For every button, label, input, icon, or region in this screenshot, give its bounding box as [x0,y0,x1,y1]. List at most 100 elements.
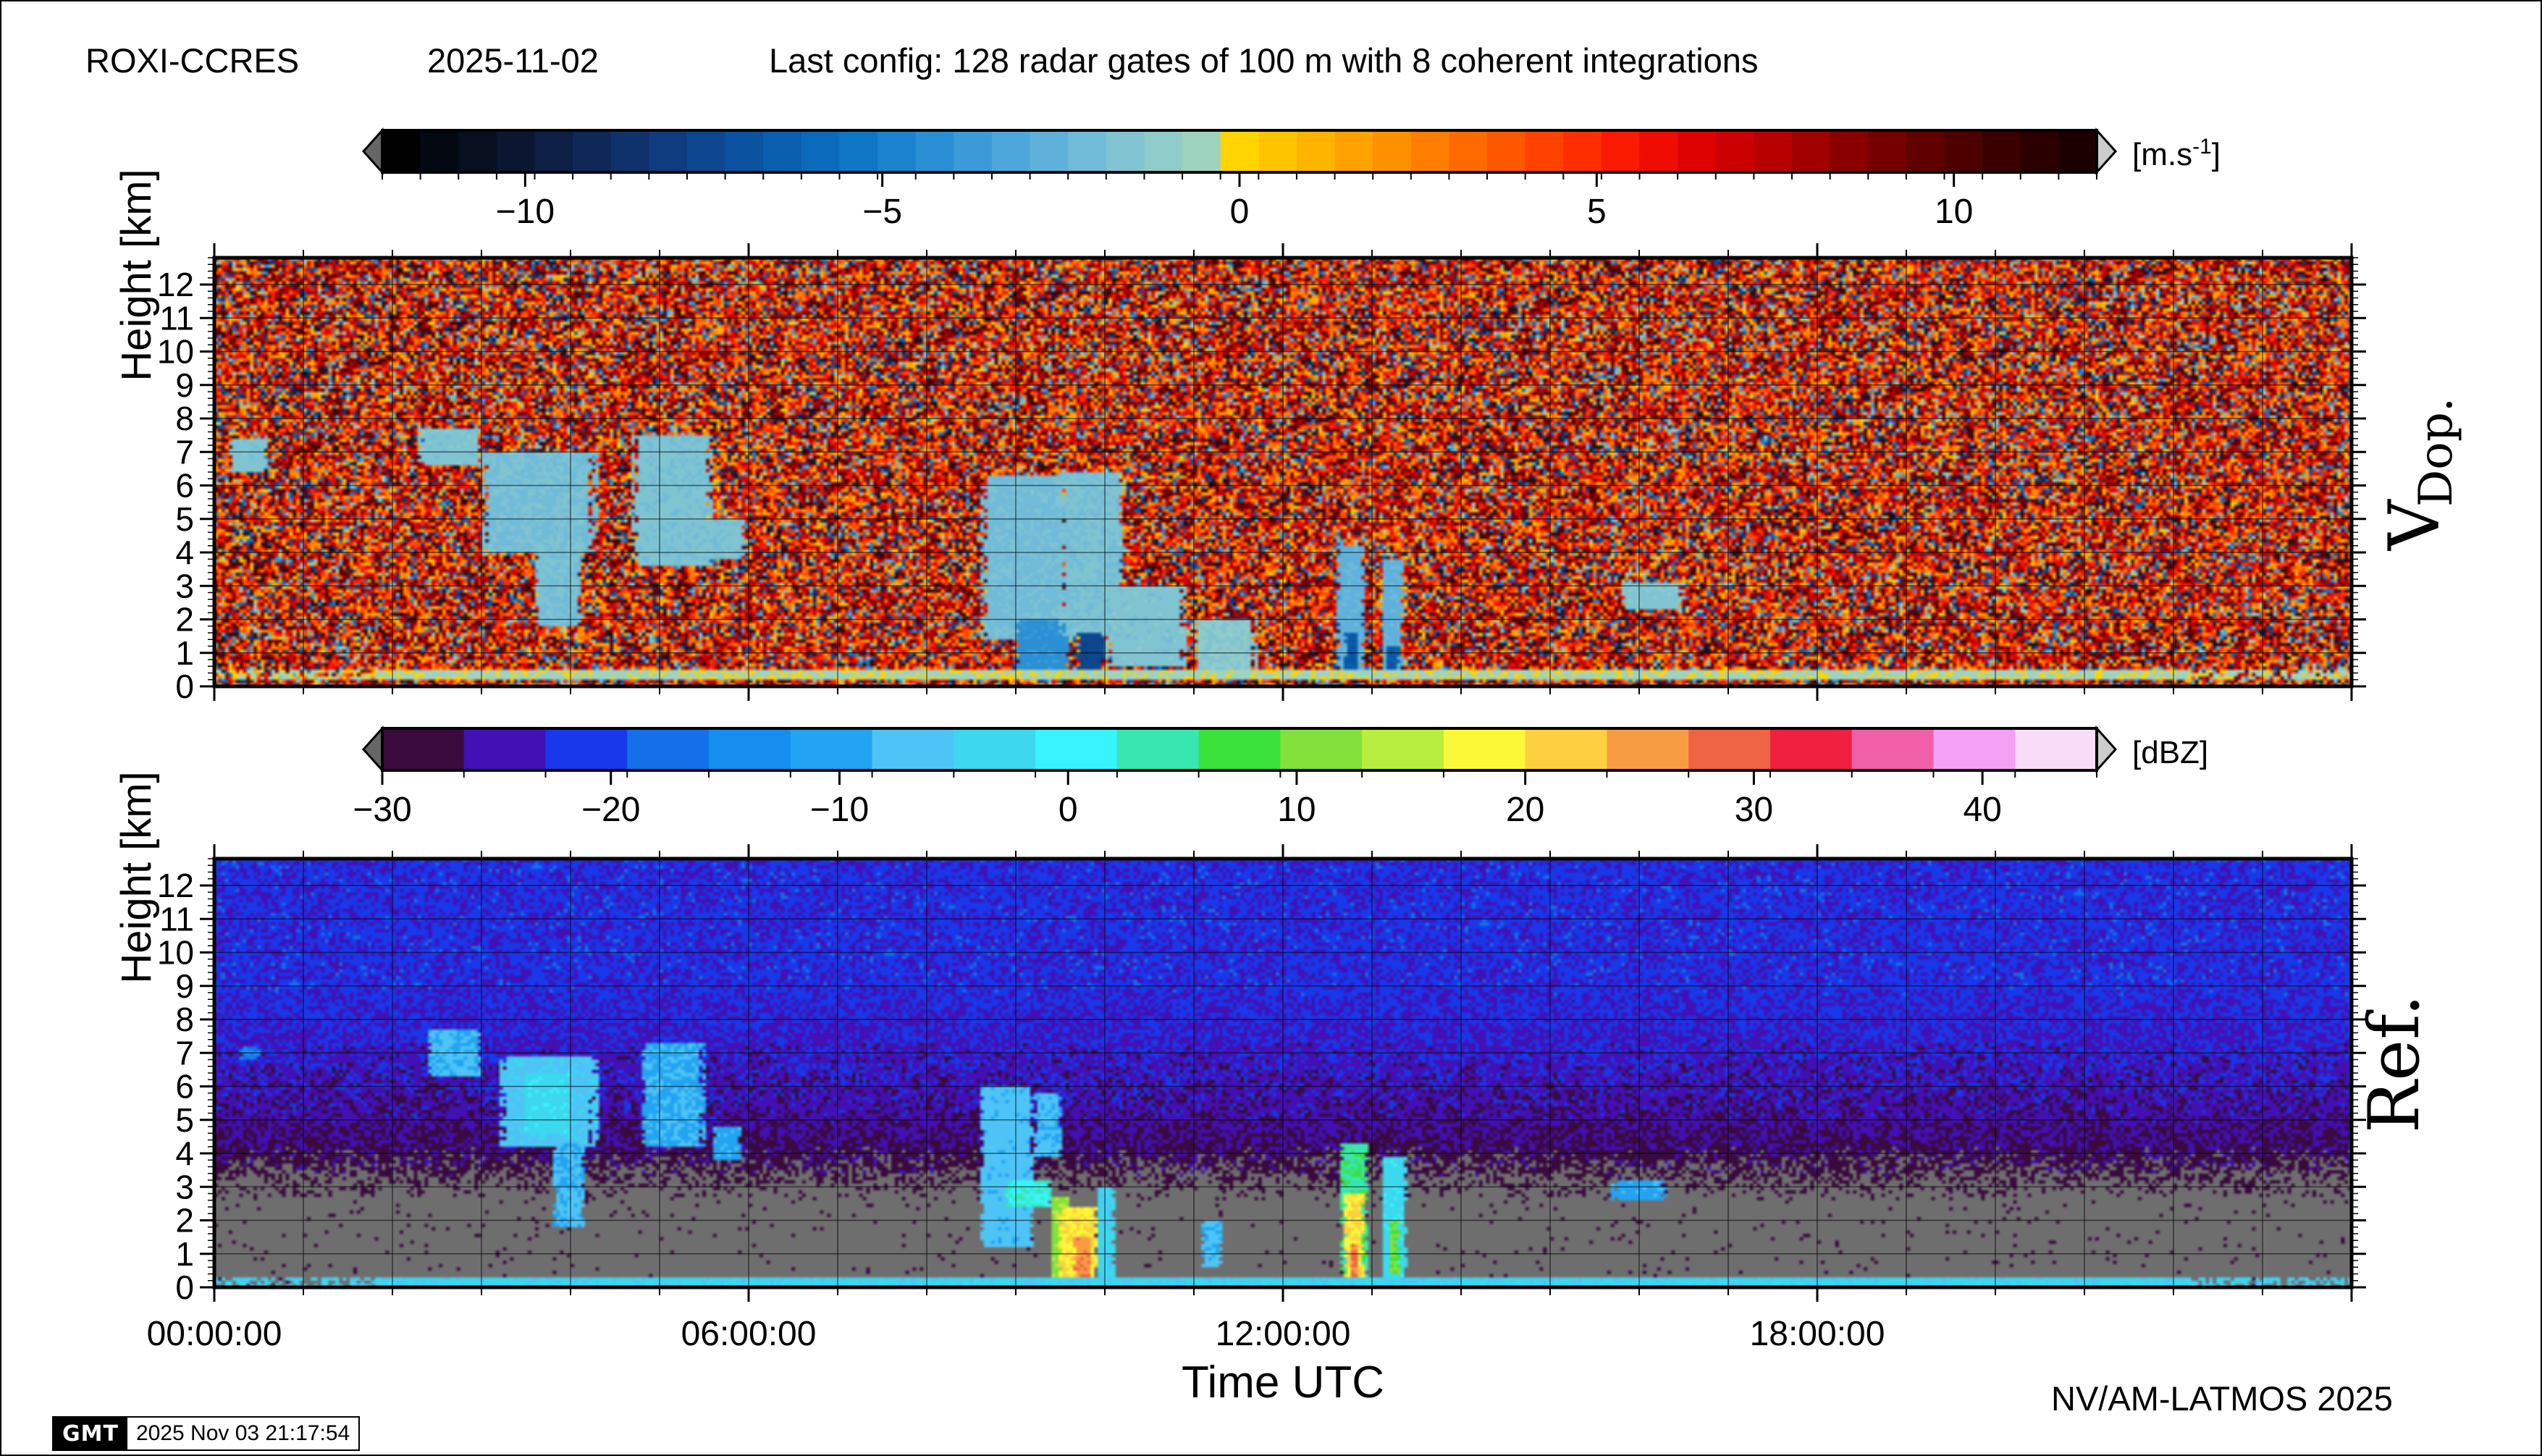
doppler-colorbar [361,127,2118,175]
y-tick-label: 12 [157,867,194,904]
doppler-colorbar-swatch [1792,130,1831,172]
doppler-ylabel: Height [km] [113,169,160,381]
y-tick-label: 5 [175,500,194,538]
reflectivity-colorbar-swatch [1116,728,1200,770]
y-tick-label: 10 [157,934,194,972]
reflectivity-colorbar-low-arrow [361,725,384,773]
reflectivity-colorbar-swatch [1198,728,1281,770]
y-tick-label: 2 [175,601,194,639]
y-tick-label: 2 [175,1202,194,1240]
config-label: Last config: 128 radar gates of 100 m wi… [769,41,1759,80]
reflectivity-colorbar-swatch [954,728,1036,770]
x-axis-label: Time UTC [1182,1358,1384,1407]
reflectivity-colorbar-swatch [872,728,954,770]
doppler-colorbar-swatch [1715,130,1754,172]
plot-frame [212,256,2354,689]
doppler-colorbar-swatch [1220,130,1259,172]
doppler-colorbar-swatch [1106,130,1145,172]
doppler-side-label-sub: Dop. [2410,397,2463,507]
doppler-colorbar-tick-label: 5 [1587,193,1607,231]
y-tick-label: 9 [175,967,194,1005]
doppler-colorbar-ticks: −10 −5 0 5 10 [382,172,2097,231]
doppler-colorbar-swatch [496,130,536,172]
reflectivity-colorbar-tick-label: 10 [1277,791,1316,829]
y-tick-label: 11 [159,299,194,337]
reflectivity-panel: [dBZ] −30 −20 −10 0 10 20 30 40 012345678910111… [113,725,2435,1407]
doppler-colorbar-swatch [1639,130,1678,172]
doppler-colorbar-swatch [1754,130,1793,172]
doppler-colorbar-tick-label: 10 [1935,193,1973,231]
reflectivity-colorbar-swatch [545,728,628,770]
reflectivity-colorbar-swatch [1280,728,1363,770]
doppler-colorbar-tick-label: −5 [862,193,902,231]
y-tick-label: 10 [157,333,194,371]
y-tick-label: 0 [175,668,194,705]
gmt-stamp: GMT 2025 Nov 03 21:17:54 [52,1416,361,1451]
doppler-colorbar-swatch [1030,130,1069,172]
doppler-colorbar-swatch [1258,130,1297,172]
reflectivity-colorbar-swatch [1933,728,2016,770]
reflectivity-colorbar-swatch [790,728,873,770]
doppler-unit-close: ] [2212,137,2221,172]
doppler-side-label-main: V [2374,499,2455,551]
credit-label: NV/AM-LATMOS 2025 [2051,1379,2393,1418]
doppler-colorbar-swatch [1182,130,1221,172]
doppler-colorbar-swatch [2058,130,2097,172]
doppler-colorbar-swatch [1830,130,1869,172]
doppler-colorbar-swatch [1563,130,1602,172]
reflectivity-colorbar [361,725,2118,773]
reflectivity-colorbar-swatch [709,728,791,770]
plot-frame [212,857,2354,1289]
reflectivity-colorbar-swatch [463,728,547,770]
reflectivity-colorbar-high-arrow [2095,725,2118,773]
doppler-colorbar-swatch [534,130,573,172]
doppler-colorbar-swatch [573,130,612,172]
x-tick-label: 12:00:00 [1216,1315,1351,1353]
doppler-colorbar-low-arrow [361,127,384,175]
y-tick-label: 3 [175,1168,194,1205]
doppler-colorbar-swatch [458,130,497,172]
y-tick-label: 4 [175,534,194,571]
doppler-colorbar-swatch [1525,130,1564,172]
doppler-colorbar-swatch [610,130,649,172]
reflectivity-colorbar-tick-label: 0 [1059,791,1078,829]
y-tick-label: 6 [175,1068,194,1106]
gmt-timestamp: 2025 Nov 03 21:17:54 [135,1421,350,1445]
doppler-side-label: V Dop. [2374,397,2463,551]
doppler-colorbar-swatch [1678,130,1717,172]
reflectivity-colorbar-swatch [1769,728,1853,770]
reflectivity-colorbar-swatch [1688,728,1771,770]
reflectivity-colorbar-tick-label: −30 [353,791,411,829]
doppler-colorbar-swatch [1410,130,1450,172]
reflectivity-colorbar-swatch [2015,728,2097,770]
reflectivity-colorbar-swatch [1362,728,1444,770]
y-tick-label: 0 [175,1268,194,1306]
y-tick-label: 7 [175,433,194,471]
doppler-colorbar-swatch [1982,130,2021,172]
doppler-colorbar-swatch [1487,130,1526,172]
doppler-colorbar-swatch [1868,130,1907,172]
doppler-colorbar-tick-label: 0 [1230,193,1250,231]
reflectivity-colorbar-swatch [1525,728,1608,770]
doppler-colorbar-swatch [420,130,459,172]
doppler-colorbar-swatch [991,130,1031,172]
x-tick-label: 00:00:00 [147,1315,282,1353]
doppler-colorbar-swatch [763,130,802,172]
reflectivity-colorbar-outline [381,727,2098,772]
doppler-colorbar-swatch [801,130,841,172]
y-tick-label: 8 [175,1001,194,1038]
y-tick-label: 6 [175,467,194,505]
site-name: ROXI-CCRES [85,41,300,80]
reflectivity-colorbar-tick-label: −10 [810,791,869,829]
y-tick-label: 7 [175,1034,194,1072]
doppler-colorbar-swatch [2020,130,2059,172]
doppler-colorbar-swatch [915,130,954,172]
y-tick-label: 4 [175,1135,194,1172]
doppler-unit-sup: -1 [2192,135,2212,159]
reflectivity-colorbar-unit: [dBZ] [2132,735,2208,770]
